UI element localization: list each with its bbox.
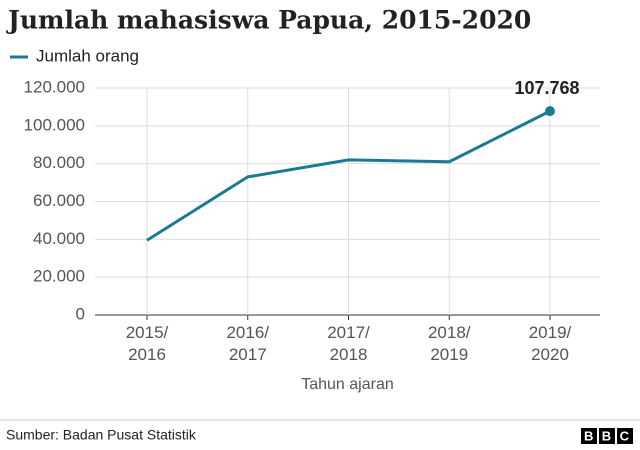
- x-tick-label: 2015/ 2016: [125, 323, 169, 364]
- logo-box: [581, 428, 597, 444]
- logo-box: [617, 428, 633, 444]
- y-tick-label: 40.000: [33, 229, 85, 248]
- source: Sumber: Badan Pusat Statistik: [6, 427, 197, 443]
- value-label: 107.768: [514, 78, 579, 98]
- legend-label: Jumlah orang: [36, 46, 139, 65]
- y-tick-label: 0: [76, 304, 85, 323]
- x-tick-label: 2019/ 2020: [528, 323, 572, 364]
- y-tick-label: 100.000: [24, 115, 85, 134]
- point: [545, 106, 555, 117]
- y-tick-label: 20.000: [33, 267, 85, 286]
- x-tick-label: 2017/ 2018: [327, 323, 370, 364]
- x-tick-label: 2016/ 2017: [226, 323, 270, 364]
- y-tick-label: 120.000: [24, 77, 85, 96]
- x-axis-title: Tahun ajaran: [301, 376, 394, 393]
- y-tick-label: 80.000: [33, 153, 85, 172]
- y-tick-label: 60.000: [33, 191, 85, 210]
- logo: BBC: [584, 428, 637, 443]
- chart-title: Jumlah mahasiswa Papua, 2015-2020: [6, 6, 531, 35]
- logo-box: [599, 428, 615, 444]
- line: [146, 109, 551, 242]
- x-tick-label: 2018/ 2019: [427, 323, 471, 364]
